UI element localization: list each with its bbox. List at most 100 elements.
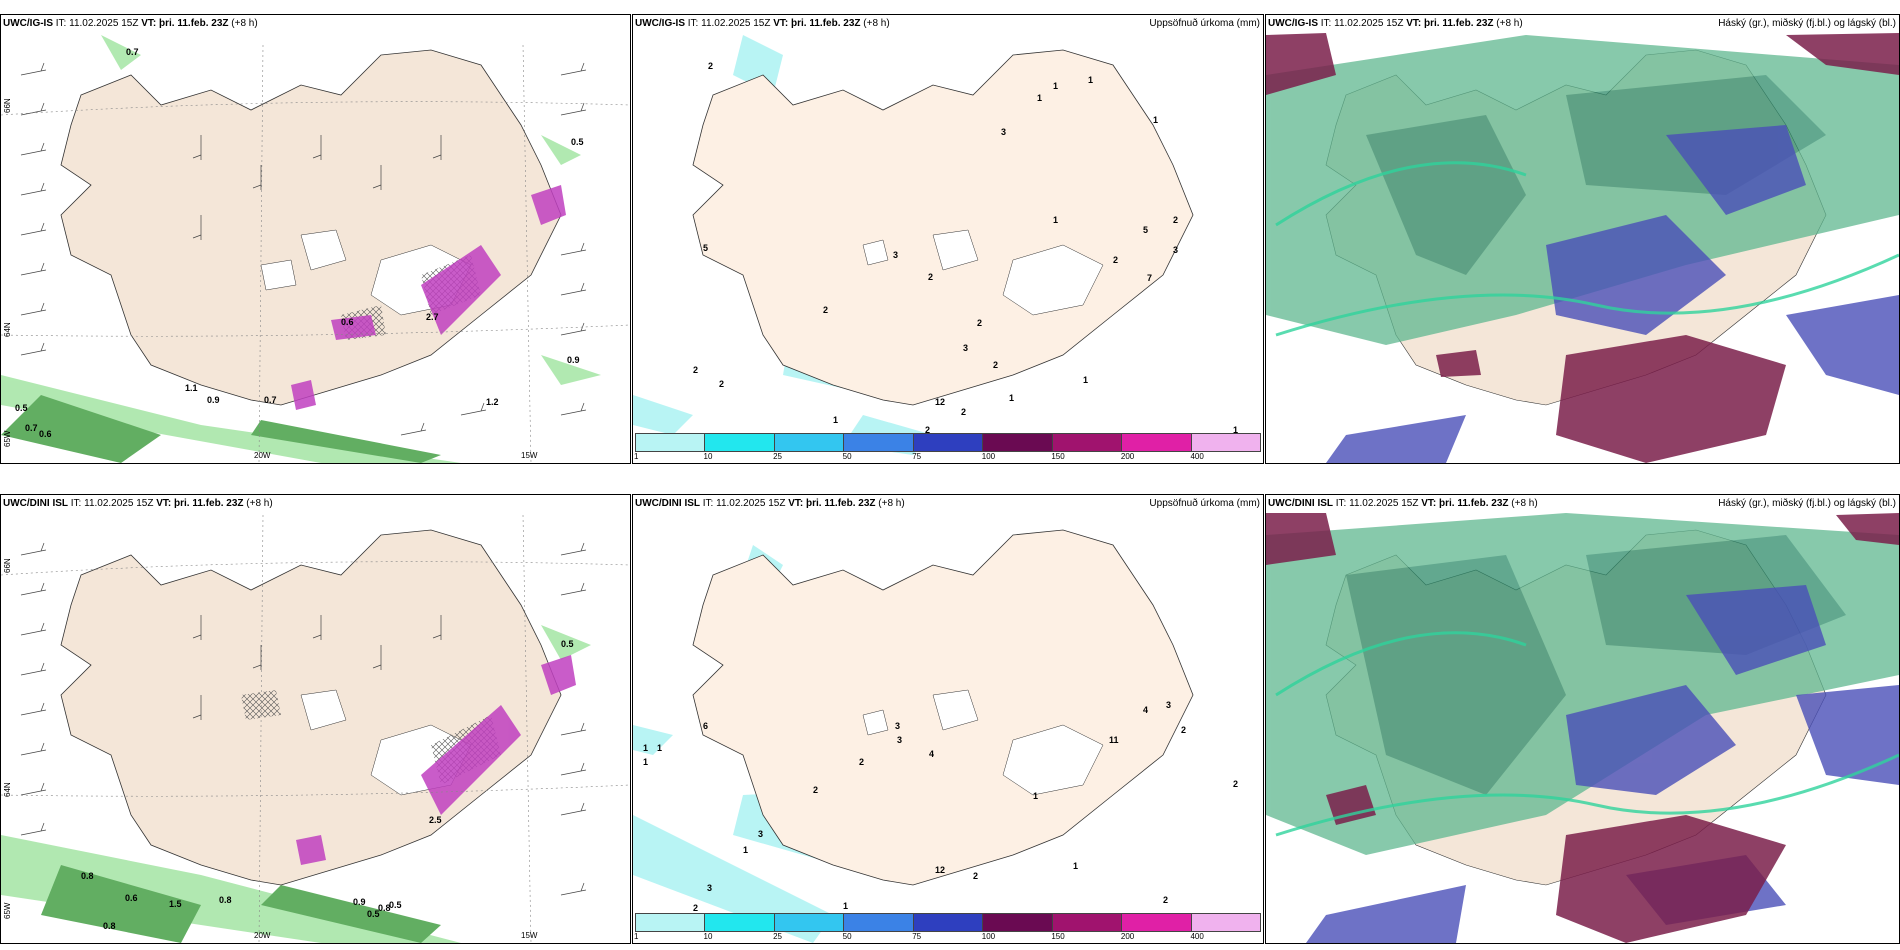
panel-precip-bottom: UWC/DINI ISL IT: 11.02.2025 15Z VT: þri.… — [632, 494, 1264, 944]
lat-label-65w: 65W — [3, 902, 12, 919]
colorbar-swatch — [844, 434, 914, 451]
colorbar-swatch — [1122, 914, 1192, 931]
lat-label-66n: 66N — [3, 558, 12, 573]
map-title: Háský (gr.), miðský (fj.bl.) og lágský (… — [1718, 18, 1896, 29]
value-label: 1 — [1233, 425, 1239, 435]
model-name: UWC/IG-IS — [635, 18, 685, 29]
colorbar-tick-label: 25 — [773, 452, 783, 461]
value-label: 1.2 — [486, 397, 499, 407]
it-value: 11.02.2025 15Z — [69, 18, 139, 29]
value-label: 1 — [843, 901, 849, 911]
value-label: 12 — [935, 865, 946, 875]
colorbar-swatch — [983, 914, 1053, 931]
value-label: 3 — [1001, 127, 1007, 137]
lead-time: (+8 h) — [1511, 498, 1538, 509]
value-label: 1 — [1053, 215, 1059, 225]
value-label: 2 — [859, 757, 865, 767]
glaciers — [260, 229, 472, 316]
precip-map — [633, 529, 1194, 943]
lat-label-66n: 66N — [3, 98, 12, 113]
value-label: 2 — [1233, 779, 1239, 789]
value-label: 0.8 — [219, 895, 232, 905]
map-title: Uppsöfnuð úrkoma (mm) — [1149, 498, 1260, 509]
value-label: 2 — [928, 272, 934, 282]
it-value: 11.02.2025 15Z — [84, 498, 154, 509]
wind-green-bands — [1, 35, 601, 463]
value-label: 0.6 — [341, 317, 354, 327]
colorbar-swatch — [705, 914, 775, 931]
cloud-map — [1266, 513, 1899, 943]
map-title: Uppsöfnuð úrkoma (mm) — [1149, 18, 1260, 29]
colorbar-swatch — [636, 434, 706, 451]
map-title: Háský (gr.), miðský (fj.bl.) og lágský (… — [1718, 498, 1896, 509]
colorbar-swatch — [774, 434, 845, 451]
purple-precip — [296, 655, 576, 865]
value-label: 0.7 — [264, 395, 277, 405]
colorbar-tick-label: 1 — [634, 932, 639, 941]
value-label: 0.7 — [126, 47, 139, 57]
panel-wind-bottom: UWC/DINI ISL IT: 11.02.2025 15Z VT: þri.… — [0, 494, 631, 944]
value-label: 3 — [897, 735, 903, 745]
vt-value: þri. 11.feb. 23Z — [159, 18, 229, 29]
value-label: 1 — [657, 743, 663, 753]
value-label: 0.9 — [567, 355, 580, 365]
graticule — [1, 44, 630, 463]
vt-value: þri. 11.feb. 23Z — [791, 18, 861, 29]
graticule — [1, 514, 630, 943]
model-name: UWC/IG-IS — [1268, 18, 1318, 29]
wind-barbs — [20, 62, 587, 436]
value-label: 0.6 — [39, 429, 52, 439]
wind-green-bands — [1, 625, 591, 943]
value-label: 5 — [703, 243, 709, 253]
value-label: 0.8 — [103, 921, 116, 931]
lead-time: (+8 h) — [878, 498, 905, 509]
lat-label-65w: 65W — [3, 430, 12, 447]
lon-label-20w: 20W — [254, 931, 271, 940]
value-label: 3 — [963, 343, 969, 353]
panel-header: UWC/IG-IS IT: 11.02.2025 15Z VT: þri. 11… — [1266, 15, 1899, 33]
it-label: IT: — [687, 18, 699, 29]
it-label: IT: — [70, 498, 82, 509]
value-label: 2 — [925, 425, 931, 435]
value-label: 2 — [708, 61, 714, 71]
lon-label-15w: 15W — [521, 451, 538, 460]
value-label: 2 — [1173, 215, 1179, 225]
lead-time: (+8 h) — [863, 18, 890, 29]
panel-header: UWC/DINI ISL IT: 11.02.2025 15Z VT: þri.… — [633, 495, 1263, 513]
value-label: 1 — [1153, 115, 1159, 125]
value-label: 2 — [813, 785, 819, 795]
value-label: 0.8 — [81, 871, 94, 881]
iceland-land — [692, 49, 1194, 406]
colorbar-swatch — [1052, 434, 1123, 451]
panel-header: UWC/DINI ISL IT: 11.02.2025 15Z VT: þri.… — [1266, 495, 1899, 513]
value-label: 1 — [833, 415, 839, 425]
model-name: UWC/DINI ISL — [3, 498, 68, 509]
colorbar-tick-label: 50 — [842, 452, 852, 461]
value-label: 2 — [1113, 255, 1119, 265]
colorbar-tick-label: 100 — [981, 452, 996, 461]
lead-time: (+8 h) — [246, 498, 273, 509]
value-label: 2.5 — [429, 815, 442, 825]
value-label: 1 — [643, 743, 649, 753]
it-value: 11.02.2025 15Z — [1349, 498, 1419, 509]
value-label: 2.7 — [426, 312, 439, 322]
panel-cloud-bottom: UWC/DINI ISL IT: 11.02.2025 15Z VT: þri.… — [1265, 494, 1900, 944]
value-label: 2 — [973, 871, 979, 881]
value-label: 5 — [1143, 225, 1149, 235]
it-value: 11.02.2025 15Z — [1334, 18, 1404, 29]
colorbar-swatch — [1191, 434, 1260, 451]
value-label: 3 — [1166, 700, 1172, 710]
colorbar-swatches — [635, 433, 1261, 452]
vt-label: VT: — [1406, 18, 1422, 29]
colorbar-tick-label: 1 — [634, 452, 639, 461]
colorbar-ticks: 1 10 25 50 75 100 150 200 400 — [634, 452, 1261, 463]
colorbar-tick-label: 10 — [703, 452, 713, 461]
value-label: 0.7 — [25, 423, 38, 433]
value-label: 1 — [1088, 75, 1094, 85]
value-label: 1 — [1053, 81, 1059, 91]
colorbar-tick-label: 400 — [1190, 452, 1204, 461]
lon-label-20w: 20W — [254, 451, 271, 460]
cloud-map — [1266, 33, 1899, 463]
value-label: 0.5 — [367, 909, 380, 919]
it-label: IT: — [55, 18, 67, 29]
